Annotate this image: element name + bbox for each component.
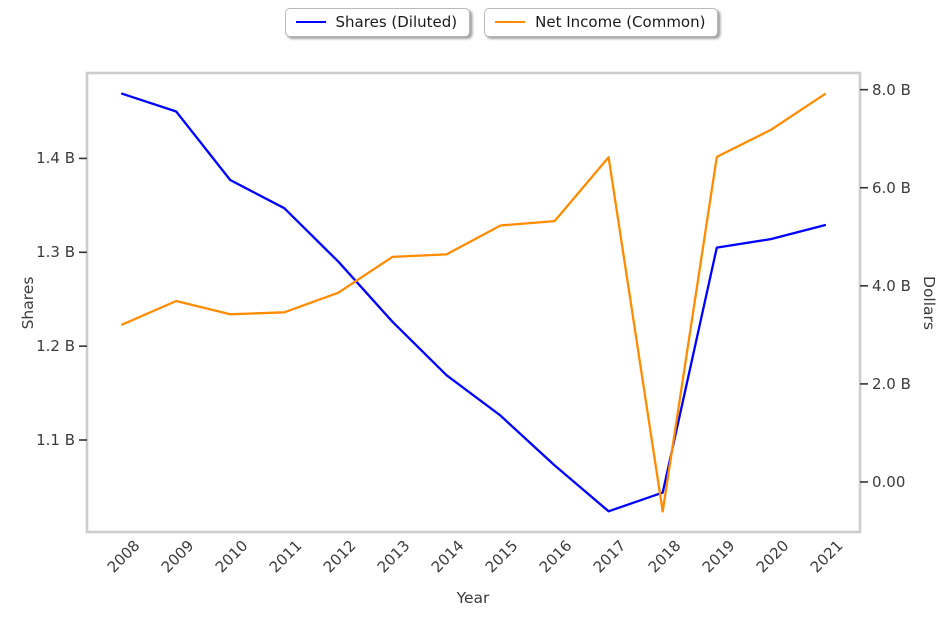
x-axis-title: Year xyxy=(456,589,490,607)
left-tick-label: 1.2 B xyxy=(36,337,75,356)
left-tick-label: 1.3 B xyxy=(36,243,75,262)
left-axis-title: Shares xyxy=(19,276,37,330)
right-axis-title: Dollars xyxy=(920,276,938,330)
right-tick-label: 2.0 B xyxy=(872,374,911,393)
series-line-1 xyxy=(120,92,827,513)
right-tick-label: 8.0 B xyxy=(872,80,911,99)
legend-shares-label: Shares (Diluted) xyxy=(335,13,458,31)
left-tick-label: 1.1 B xyxy=(36,431,75,449)
legend-net-income: Net Income (Common) xyxy=(484,8,719,37)
right-tick-label: 4.0 B xyxy=(872,276,911,295)
legend-net-income-label: Net Income (Common) xyxy=(535,13,706,31)
series-line-0 xyxy=(120,92,827,513)
shares-line-swatch xyxy=(295,21,326,23)
chart-legend: Shares (Diluted) Net Income (Common) xyxy=(284,8,719,37)
net-income-line-swatch xyxy=(495,21,526,23)
plot-frame xyxy=(85,71,862,534)
right-tick-label: 0.00 xyxy=(872,472,906,491)
left-tick-label: 1.4 B xyxy=(36,149,75,168)
right-tick-label: 6.0 B xyxy=(872,178,911,197)
legend-shares: Shares (Diluted) xyxy=(284,8,471,37)
